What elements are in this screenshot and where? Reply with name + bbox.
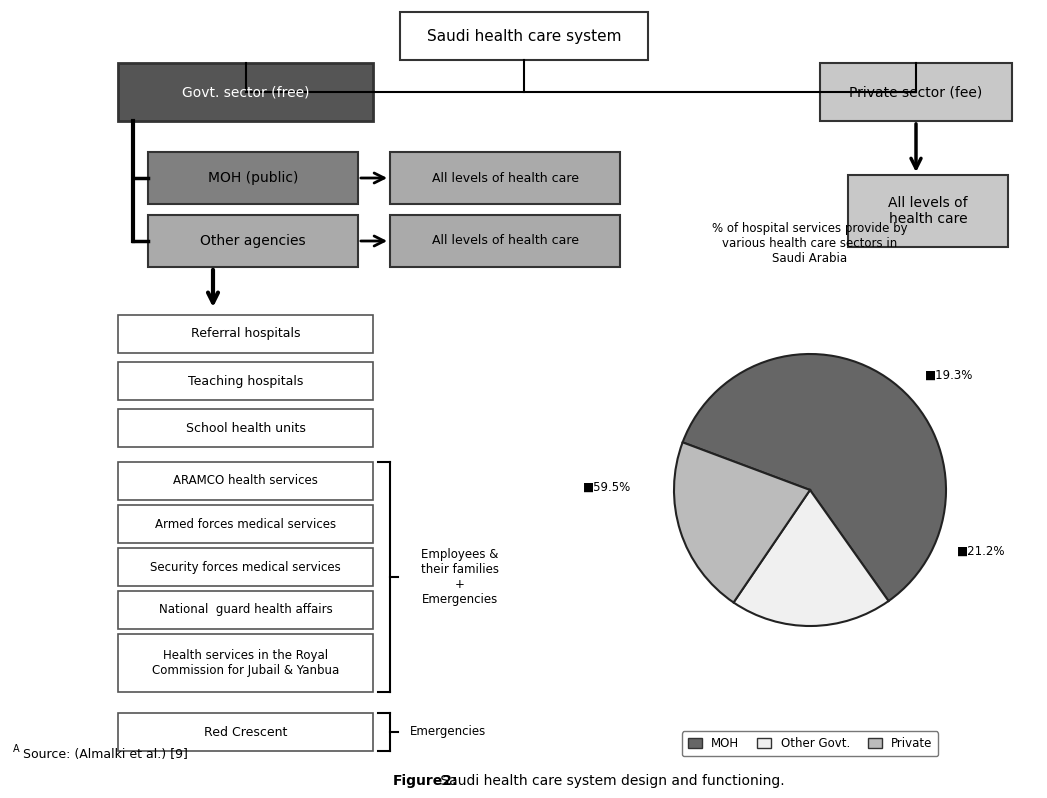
Text: Private sector (fee): Private sector (fee) <box>849 85 983 99</box>
Text: Saudi health care system design and functioning.: Saudi health care system design and func… <box>436 774 784 788</box>
FancyBboxPatch shape <box>118 315 373 353</box>
Text: Source: (Almalki et al.) [9]: Source: (Almalki et al.) [9] <box>23 748 187 760</box>
Legend: MOH, Other Govt., Private: MOH, Other Govt., Private <box>682 731 938 756</box>
Text: School health units: School health units <box>185 421 306 434</box>
Text: All levels of
health care: All levels of health care <box>888 196 967 226</box>
Text: All levels of health care: All levels of health care <box>431 172 579 184</box>
FancyBboxPatch shape <box>389 152 620 204</box>
Text: MOH (public): MOH (public) <box>207 171 298 185</box>
Text: ■19.3%: ■19.3% <box>926 369 974 381</box>
Text: Health services in the Royal
Commission for Jubail & Yanbua: Health services in the Royal Commission … <box>152 649 339 677</box>
Wedge shape <box>683 354 946 601</box>
Text: ■59.5%: ■59.5% <box>583 480 631 493</box>
FancyBboxPatch shape <box>118 548 373 586</box>
FancyBboxPatch shape <box>400 12 648 60</box>
FancyBboxPatch shape <box>118 63 373 121</box>
Text: Govt. sector (free): Govt. sector (free) <box>182 85 309 99</box>
FancyBboxPatch shape <box>848 175 1008 247</box>
Text: All levels of health care: All levels of health care <box>431 235 579 247</box>
Text: Other agencies: Other agencies <box>200 234 306 248</box>
Text: Security forces medical services: Security forces medical services <box>150 560 341 574</box>
FancyBboxPatch shape <box>118 505 373 543</box>
FancyBboxPatch shape <box>118 362 373 400</box>
FancyBboxPatch shape <box>148 152 358 204</box>
FancyBboxPatch shape <box>118 409 373 447</box>
FancyBboxPatch shape <box>118 713 373 751</box>
Title: % of hospital services provide by
various health care sectors in
Saudi Arabia: % of hospital services provide by variou… <box>712 222 908 265</box>
Text: Saudi health care system: Saudi health care system <box>427 29 621 44</box>
Wedge shape <box>734 490 889 626</box>
Text: A: A <box>13 744 19 754</box>
FancyBboxPatch shape <box>820 63 1012 121</box>
Text: Teaching hospitals: Teaching hospitals <box>187 374 304 388</box>
FancyBboxPatch shape <box>118 591 373 629</box>
Text: Employees &
their families
+
Emergencies: Employees & their families + Emergencies <box>421 548 499 606</box>
Text: National  guard health affairs: National guard health affairs <box>159 603 332 617</box>
FancyBboxPatch shape <box>118 462 373 500</box>
FancyBboxPatch shape <box>118 634 373 692</box>
Text: Referral hospitals: Referral hospitals <box>191 327 300 341</box>
Text: ■21.2%: ■21.2% <box>957 544 1006 557</box>
Text: Armed forces medical services: Armed forces medical services <box>155 517 336 531</box>
Text: Red Crescent: Red Crescent <box>204 725 287 738</box>
Text: Figure2:: Figure2: <box>393 774 459 788</box>
FancyBboxPatch shape <box>148 215 358 267</box>
Text: ARAMCO health services: ARAMCO health services <box>173 475 318 488</box>
Wedge shape <box>674 442 810 602</box>
FancyBboxPatch shape <box>389 215 620 267</box>
Text: Emergencies: Emergencies <box>409 725 486 738</box>
